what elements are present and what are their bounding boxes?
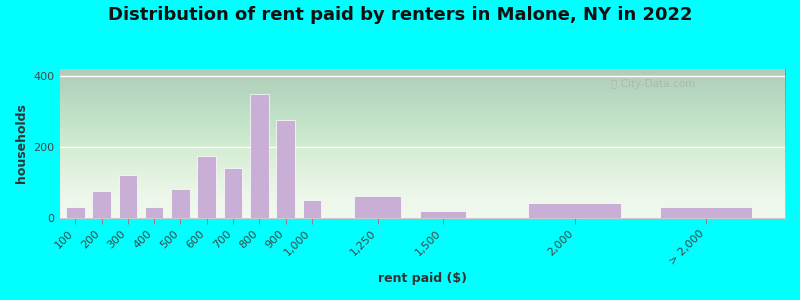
Text: ⓘ City-Data.com: ⓘ City-Data.com: [611, 79, 695, 89]
Bar: [250, 94, 269, 218]
Bar: [529, 203, 621, 218]
Bar: [92, 191, 111, 218]
Bar: [171, 189, 190, 218]
Bar: [66, 207, 85, 217]
Bar: [145, 207, 163, 217]
Bar: [354, 196, 401, 218]
Bar: [276, 120, 295, 218]
X-axis label: rent paid ($): rent paid ($): [378, 272, 466, 285]
Y-axis label: households: households: [15, 103, 28, 183]
Bar: [420, 211, 466, 218]
Bar: [660, 207, 753, 217]
Bar: [224, 168, 242, 218]
Bar: [118, 175, 137, 218]
Bar: [302, 200, 321, 218]
Text: Distribution of rent paid by renters in Malone, NY in 2022: Distribution of rent paid by renters in …: [108, 6, 692, 24]
Bar: [198, 156, 216, 218]
